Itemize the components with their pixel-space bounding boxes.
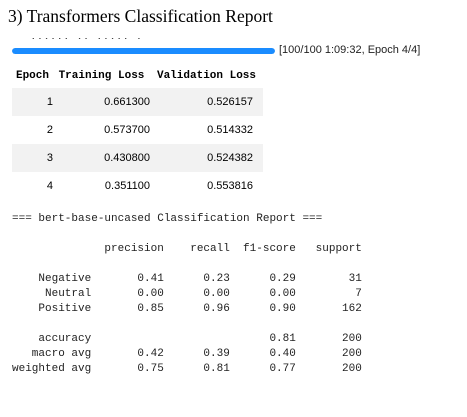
cell-validation-loss: 0.553816 <box>207 180 253 192</box>
report-row-accuracy: accuracy 0.81 200 <box>12 333 362 345</box>
table-row: 3 0.430800 0.524382 <box>12 144 263 172</box>
truncated-output-text: ...... .. ..... . <box>30 38 142 44</box>
report-row-neutral: Neutral 0.00 0.00 0.00 7 <box>12 288 362 300</box>
training-loss-table: Epoch Training Loss Validation Loss 1 0.… <box>12 64 263 200</box>
report-line: === bert-base-uncased Classification Rep… <box>12 213 323 225</box>
report-row-macro-avg: macro avg 0.42 0.39 0.40 200 <box>12 348 362 360</box>
progress-bar <box>12 48 275 54</box>
progress-status-text: [100/100 1:09:32, Epoch 4/4] <box>279 44 421 56</box>
cell-epoch: 3 <box>12 144 53 172</box>
table-row: 1 0.661300 0.526157 <box>12 88 263 116</box>
classification-report: === bert-base-uncased Classification Rep… <box>12 212 362 377</box>
cell-training-loss: 0.351100 <box>104 180 150 192</box>
cell-epoch: 2 <box>12 116 53 144</box>
cell-epoch-value: 1 <box>46 96 53 108</box>
report-row-weighted-avg: weighted avg 0.75 0.81 0.77 200 <box>12 363 362 375</box>
truncated-output-line: ...... .. ..... . <box>30 38 142 43</box>
cell-epoch-value: 3 <box>46 152 53 164</box>
cell-training-loss: 0.661300 <box>53 88 150 116</box>
table-header-row: Epoch Training Loss Validation Loss <box>12 64 263 88</box>
report-header-line: precision recall f1-score support <box>12 243 362 255</box>
header-training-loss: Training Loss <box>58 70 145 82</box>
cell-epoch-value: 4 <box>46 180 53 192</box>
cell-validation-loss: 0.524382 <box>150 144 263 172</box>
cell-epoch: 4 <box>12 172 53 200</box>
cell-training-loss: 0.573700 <box>104 124 150 136</box>
table-row: 4 0.351100 0.553816 <box>12 172 263 200</box>
cell-validation-loss: 0.514332 <box>207 124 253 136</box>
cell-validation-loss: 0.526157 <box>150 88 263 116</box>
progress-bar-fill <box>12 48 275 54</box>
table-row: 2 0.573700 0.514332 <box>12 116 263 144</box>
page-heading: 3) Transformers Classification Report <box>8 6 273 26</box>
report-row-positive: Positive 0.85 0.96 0.90 162 <box>12 303 362 315</box>
header-epoch: Epoch <box>15 70 49 82</box>
cell-epoch: 1 <box>12 88 53 116</box>
cell-epoch-value: 2 <box>46 124 53 136</box>
report-row-negative: Negative 0.41 0.23 0.29 31 <box>12 273 362 285</box>
header-validation-loss: Validation Loss <box>156 70 257 82</box>
cell-training-loss: 0.430800 <box>53 144 150 172</box>
